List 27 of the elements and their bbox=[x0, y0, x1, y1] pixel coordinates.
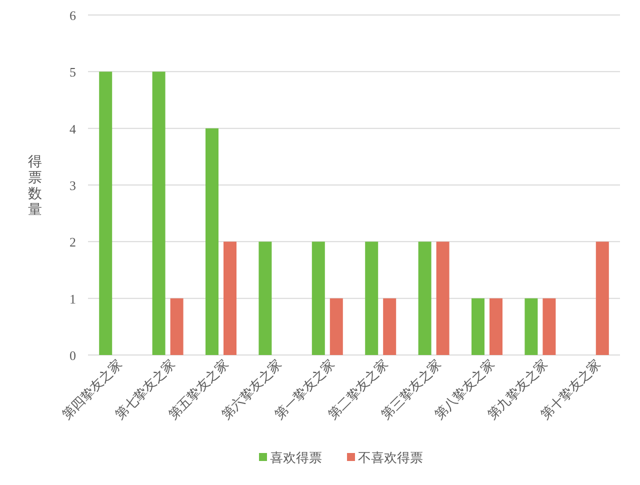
bar bbox=[490, 298, 502, 355]
legend-label: 喜欢得票 bbox=[270, 450, 322, 465]
y-tick-label: 4 bbox=[70, 121, 76, 136]
bar bbox=[383, 298, 396, 355]
bar bbox=[542, 298, 556, 355]
y-tick-label: 1 bbox=[70, 291, 76, 306]
bar bbox=[206, 128, 218, 355]
bar bbox=[472, 298, 484, 355]
bar bbox=[99, 72, 112, 355]
y-tick-label: 0 bbox=[70, 348, 76, 363]
bar bbox=[258, 242, 272, 355]
bar bbox=[365, 242, 378, 355]
bar bbox=[224, 242, 236, 355]
bar bbox=[170, 298, 184, 355]
bar bbox=[152, 72, 166, 355]
y-tick-label: 5 bbox=[70, 64, 76, 80]
bar bbox=[596, 242, 609, 355]
bar bbox=[418, 242, 432, 355]
y-tick-label: 2 bbox=[70, 234, 76, 250]
y-axis-title: 得票数量 bbox=[28, 154, 42, 218]
bar bbox=[330, 298, 343, 355]
y-tick-label: 6 bbox=[70, 8, 76, 23]
bar bbox=[312, 242, 325, 355]
y-tick-label: 3 bbox=[70, 178, 76, 193]
bar bbox=[436, 242, 450, 355]
legend-label: 不喜欢得票 bbox=[358, 450, 423, 465]
bar bbox=[524, 298, 538, 355]
